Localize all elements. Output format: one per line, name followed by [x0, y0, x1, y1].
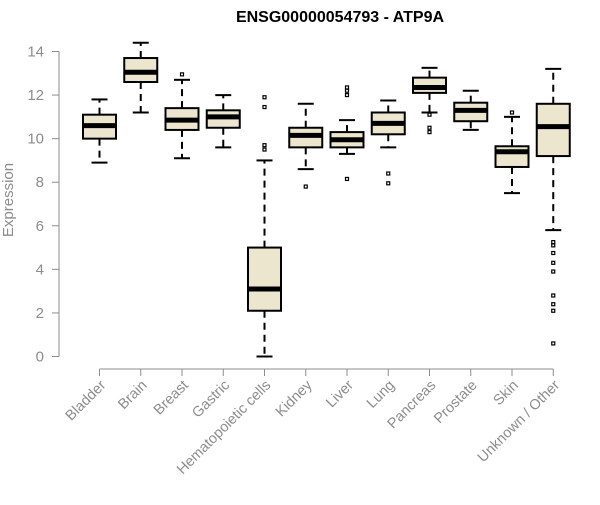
- outlier-point: [551, 243, 556, 248]
- outlier-point: [427, 130, 432, 135]
- y-tick-label: 10: [27, 131, 44, 148]
- outlier-point: [551, 240, 556, 245]
- outlier-point: [344, 176, 350, 182]
- box-gastric: [205, 94, 241, 149]
- box-skin: [494, 110, 530, 195]
- outlier-point: [262, 143, 267, 148]
- x-tick-label: Breast: [151, 378, 192, 419]
- outlier-point: [427, 125, 432, 130]
- box-pancreas: [412, 66, 447, 135]
- box-hematopoietic-cells: [247, 95, 282, 358]
- box-kidney: [288, 102, 324, 189]
- outlier-point: [551, 269, 556, 274]
- outlier-point: [509, 110, 515, 115]
- x-tick-label: Skin: [491, 378, 522, 409]
- outlier-point: [303, 184, 308, 189]
- outlier-point: [427, 112, 432, 117]
- outlier-point: [551, 341, 556, 346]
- box-brain: [123, 41, 159, 114]
- outlier-point: [551, 260, 556, 265]
- outlier-point: [551, 302, 556, 307]
- y-tick-label: 4: [36, 261, 44, 278]
- outlier-point: [386, 171, 391, 176]
- outlier-point: [551, 308, 556, 313]
- outlier-point: [551, 293, 556, 298]
- outlier-point: [262, 104, 267, 110]
- x-tick-label: Bladder: [63, 377, 110, 424]
- y-tick-label: 2: [36, 305, 44, 322]
- y-tick-label: 0: [36, 349, 44, 366]
- outlier-point: [386, 181, 391, 186]
- outlier-point: [344, 92, 350, 98]
- box-bladder: [82, 98, 117, 164]
- outlier-point: [262, 147, 267, 152]
- boxes-layer: [82, 41, 571, 358]
- x-tick-label: Prostate: [431, 378, 480, 427]
- chart-title: ENSG00000054793 - ATP9A: [236, 9, 445, 26]
- box-breast: [164, 72, 200, 160]
- outlier-point: [344, 88, 350, 93]
- box-lung: [370, 99, 406, 186]
- outlier-point: [262, 95, 267, 100]
- x-tick-label: Kidney: [273, 377, 316, 420]
- box-prostate: [453, 89, 489, 131]
- outlier-point: [551, 250, 556, 256]
- x-tick-label: Brain: [115, 378, 150, 413]
- iqr-box: [535, 102, 571, 158]
- y-tick-label: 6: [36, 218, 44, 235]
- x-tick-label: Lung: [364, 378, 398, 412]
- box-liver: [329, 85, 365, 182]
- outlier-point: [344, 85, 350, 90]
- y-axis-label: Expression: [0, 163, 17, 237]
- y-tick-label: 8: [36, 174, 44, 191]
- outlier-point: [179, 72, 185, 77]
- y-axis: 0 2 4 6 8 10 12 14: [27, 44, 60, 366]
- y-tick-label: 14: [27, 44, 44, 61]
- iqr-box: [247, 246, 282, 312]
- box-unknown-other: [535, 67, 571, 346]
- y-tick-label: 12: [27, 87, 44, 104]
- x-tick-label: Liver: [323, 377, 357, 411]
